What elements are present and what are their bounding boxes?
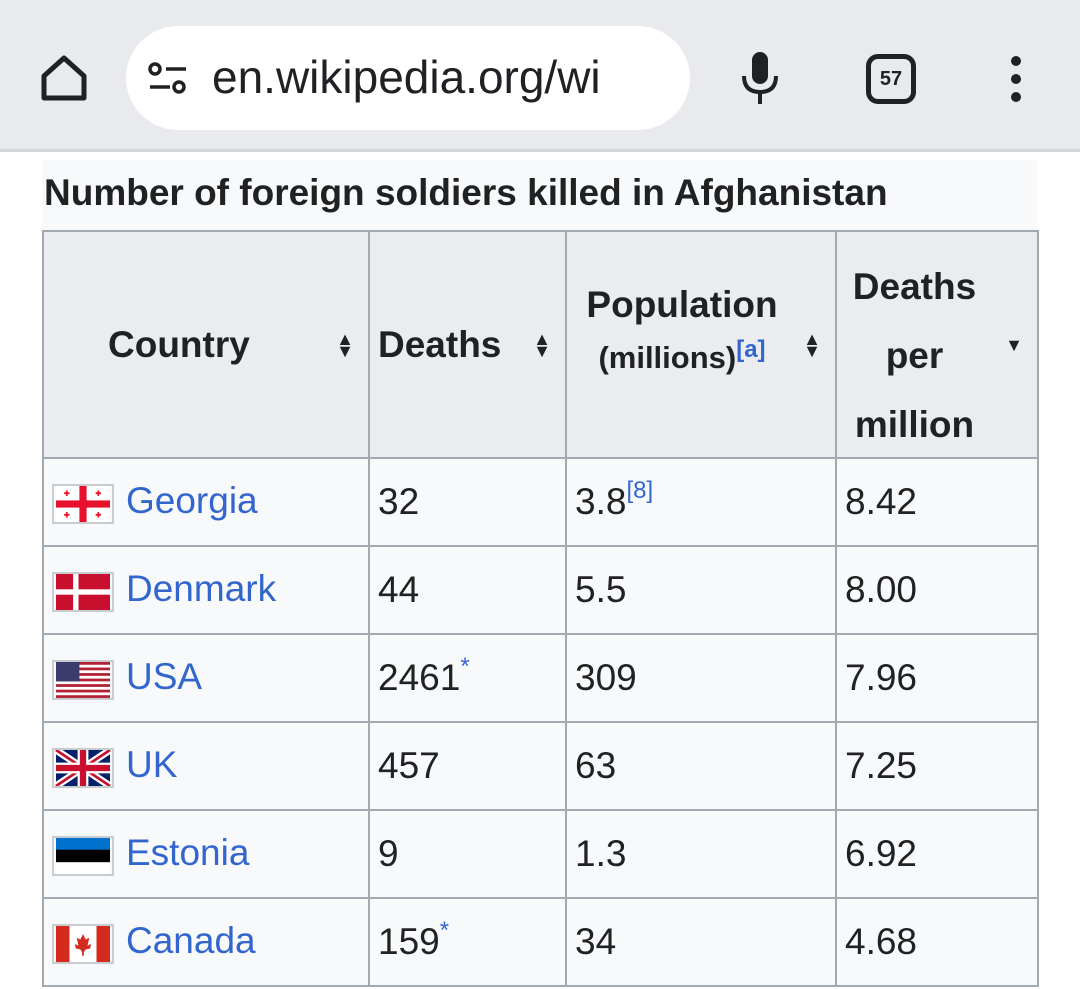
more-menu-icon[interactable] <box>1004 54 1028 104</box>
footnote-link[interactable]: * <box>460 653 470 680</box>
deaths-value: 159 <box>378 921 440 962</box>
soldiers-killed-table: Country ▲ ▼ Deaths ▲ ▼ Population (millions)[… <box>42 230 1039 987</box>
deaths-value: 32 <box>378 481 420 522</box>
table-caption: Number of foreign soldiers killed in Afg… <box>42 160 1037 231</box>
population-cell: 3.8[8] <box>565 457 837 547</box>
flag-icon <box>52 483 114 524</box>
flag-icon <box>52 571 114 612</box>
url-text[interactable]: en.wikipedia.org/wi <box>212 51 601 103</box>
deaths-per-million-cell: 8.42 <box>835 457 1039 547</box>
deaths-value: 2461 <box>378 657 461 698</box>
deaths-per-million-cell: 6.92 <box>835 809 1039 899</box>
header-label: Country <box>108 323 250 365</box>
population-value: 3.8 <box>575 481 627 522</box>
table-row: UK 457 63 7.25 <box>42 721 1039 811</box>
table-row: Canada 159* 34 4.68 <box>42 897 1039 987</box>
country-link[interactable]: Denmark <box>126 568 277 610</box>
country-cell: Georgia <box>42 457 370 547</box>
flag-icon <box>52 746 114 789</box>
table-row: Estonia 9 1.3 6.92 <box>42 809 1039 899</box>
header-unit: (millions) <box>598 340 737 375</box>
table-header-row: Country ▲ ▼ Deaths ▲ ▼ Population (millions)[… <box>42 230 1039 459</box>
sort-icon[interactable]: ▲ ▼ <box>533 328 551 361</box>
population-cell: 34 <box>565 897 837 987</box>
deaths-cell: 2461* <box>368 633 567 723</box>
population-cell: 1.3 <box>565 809 837 899</box>
deaths-cell: 457 <box>368 721 567 811</box>
population-value: 34 <box>575 921 617 962</box>
deaths-cell: 9 <box>368 809 567 899</box>
table-row: Georgia 32 3.8[8] 8.42 <box>42 457 1039 547</box>
flag-icon <box>52 659 114 700</box>
population-header[interactable]: Population (millions)[a] ▲ ▼ <box>565 230 837 459</box>
country-link[interactable]: Estonia <box>126 832 250 874</box>
table-row: Denmark 44 5.5 8.00 <box>42 545 1039 635</box>
sort-desc-icon[interactable]: ▼ <box>1005 334 1023 355</box>
population-value: 1.3 <box>575 833 627 874</box>
deaths-per-million-cell: 8.00 <box>835 545 1039 635</box>
sort-icon[interactable]: ▲ ▼ <box>803 328 821 361</box>
sort-icon[interactable]: ▲ ▼ <box>336 328 354 361</box>
population-value: 309 <box>575 657 637 698</box>
address-bar[interactable]: en.wikipedia.org/wi <box>126 26 690 130</box>
deaths-cell: 159* <box>368 897 567 987</box>
country-cell: Canada <box>42 897 370 987</box>
country-cell: USA <box>42 633 370 723</box>
flag-icon <box>52 923 114 964</box>
population-value: 5.5 <box>575 569 627 610</box>
deaths-per-million-cell: 7.96 <box>835 633 1039 723</box>
footnote-link[interactable]: [8] <box>626 477 654 504</box>
footnote-link[interactable]: * <box>439 917 450 944</box>
deaths-cell: 44 <box>368 545 567 635</box>
deaths-per-million-value: 8.00 <box>845 569 918 610</box>
country-link[interactable]: Canada <box>126 920 256 962</box>
country-link[interactable]: UK <box>126 744 178 786</box>
flag-icon <box>52 835 114 876</box>
population-cell: 5.5 <box>565 545 837 635</box>
deaths-value: 44 <box>378 569 420 610</box>
country-header[interactable]: Country ▲ ▼ <box>42 230 370 459</box>
deaths-cell: 32 <box>368 457 567 547</box>
header-label: Deaths <box>378 323 502 365</box>
deaths-per-million-cell: 4.68 <box>835 897 1039 987</box>
header-label: Deaths <box>852 266 977 307</box>
header-label: per <box>885 335 944 376</box>
table-row: USA 2461* 309 7.96 <box>42 633 1039 723</box>
deaths-value: 9 <box>378 833 399 874</box>
footnote-link[interactable]: [a] <box>736 336 766 363</box>
population-cell: 309 <box>565 633 837 723</box>
site-settings-icon[interactable] <box>146 60 190 96</box>
population-value: 63 <box>575 745 617 786</box>
deaths-per-million-value: 7.25 <box>845 745 918 786</box>
country-cell: UK <box>42 721 370 811</box>
tab-switcher-button[interactable]: 57 <box>866 54 916 104</box>
browser-toolbar: en.wikipedia.org/wi 57 <box>0 0 1080 152</box>
country-link[interactable]: USA <box>126 656 203 698</box>
microphone-icon[interactable] <box>738 50 782 106</box>
deaths-per-million-cell: 7.25 <box>835 721 1039 811</box>
home-icon[interactable] <box>38 52 90 104</box>
deaths-per-million-value: 7.96 <box>845 657 918 698</box>
deaths-per-million-value: 6.92 <box>845 833 918 874</box>
deaths-per-million-value: 4.68 <box>845 921 918 962</box>
deaths-per-million-value: 8.42 <box>845 481 918 522</box>
deaths-per-million-header[interactable]: Deaths per million ▼ <box>835 230 1039 459</box>
country-link[interactable]: Georgia <box>126 480 258 522</box>
header-label: million <box>854 404 975 445</box>
header-label: Population <box>586 284 778 325</box>
country-cell: Denmark <box>42 545 370 635</box>
deaths-value: 457 <box>378 745 440 786</box>
deaths-header[interactable]: Deaths ▲ ▼ <box>368 230 567 459</box>
population-cell: 63 <box>565 721 837 811</box>
country-cell: Estonia <box>42 809 370 899</box>
